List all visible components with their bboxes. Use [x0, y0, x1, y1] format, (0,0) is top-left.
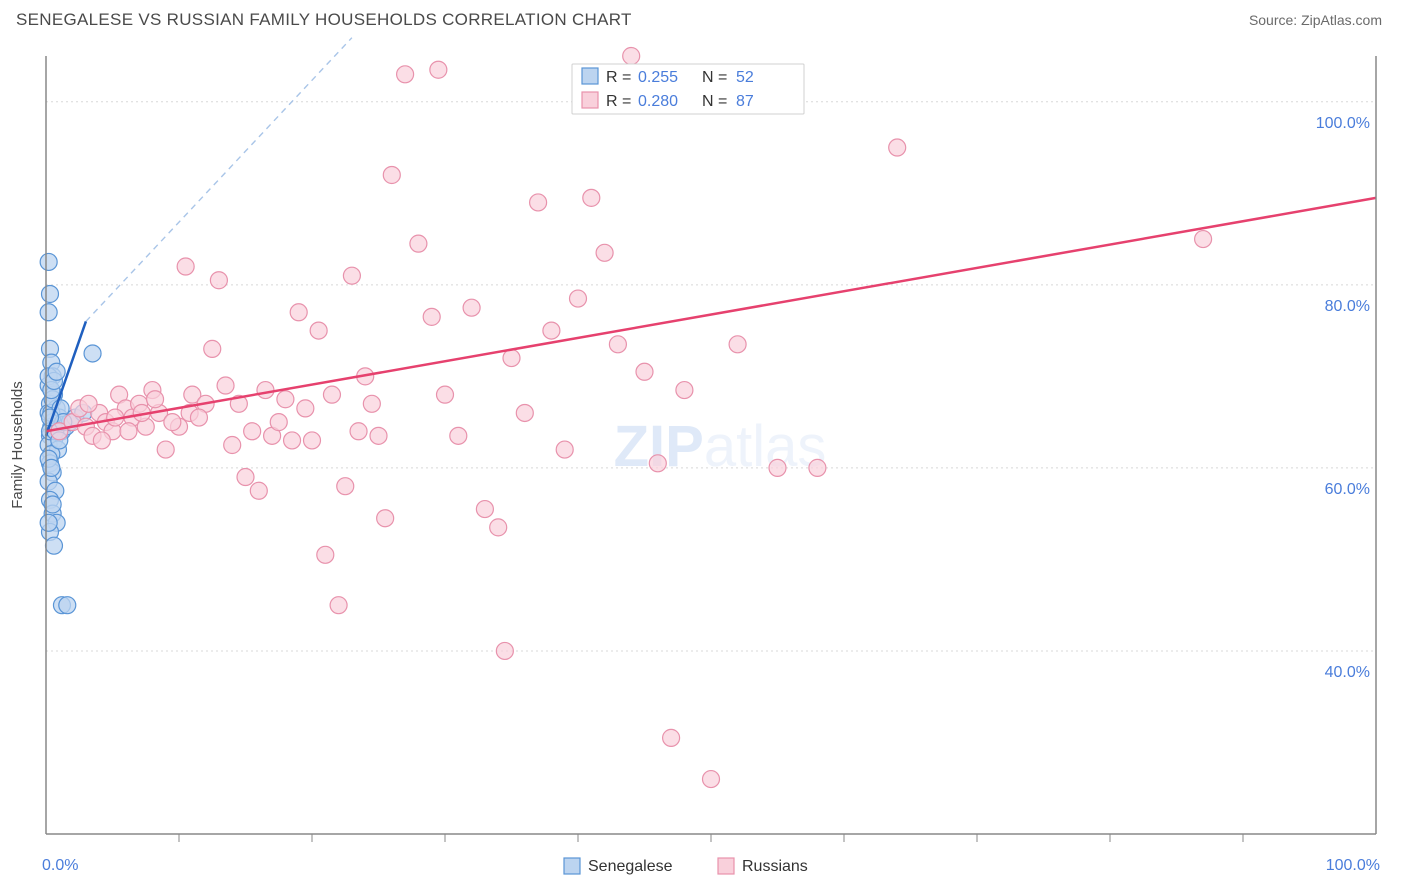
svg-text:N =: N =	[702, 69, 727, 86]
svg-text:Russians: Russians	[742, 858, 808, 875]
chart-container: 40.0% 60.0% 80.0% 100.0% ZIPatlas 0.0% 100.0% F…	[0, 36, 1406, 888]
svg-text:Senegalese: Senegalese	[588, 858, 673, 875]
svg-text:52: 52	[736, 69, 754, 86]
svg-text:0.280: 0.280	[638, 93, 678, 110]
svg-text:40.0%: 40.0%	[1325, 664, 1370, 681]
svg-text:R =: R =	[606, 69, 631, 86]
chart-title: SENEGALESE VS RUSSIAN FAMILY HOUSEHOLDS …	[16, 10, 632, 30]
svg-text:0.0%: 0.0%	[42, 857, 78, 874]
svg-text:60.0%: 60.0%	[1325, 481, 1370, 498]
svg-text:87: 87	[736, 93, 754, 110]
svg-text:0.255: 0.255	[638, 69, 678, 86]
chart-header: SENEGALESE VS RUSSIAN FAMILY HOUSEHOLDS …	[0, 0, 1406, 36]
svg-text:100.0%: 100.0%	[1316, 115, 1370, 132]
svg-text:R =: R =	[606, 93, 631, 110]
svg-text:100.0%: 100.0%	[1326, 857, 1380, 874]
svg-text:ZIPatlas: ZIPatlas	[614, 414, 827, 479]
svg-text:Family Households: Family Households	[9, 381, 26, 509]
scatter-chart: 40.0% 60.0% 80.0% 100.0% ZIPatlas 0.0% 100.0% F…	[0, 36, 1406, 888]
svg-text:N =: N =	[702, 93, 727, 110]
chart-source: Source: ZipAtlas.com	[1249, 12, 1382, 28]
svg-text:80.0%: 80.0%	[1325, 298, 1370, 315]
